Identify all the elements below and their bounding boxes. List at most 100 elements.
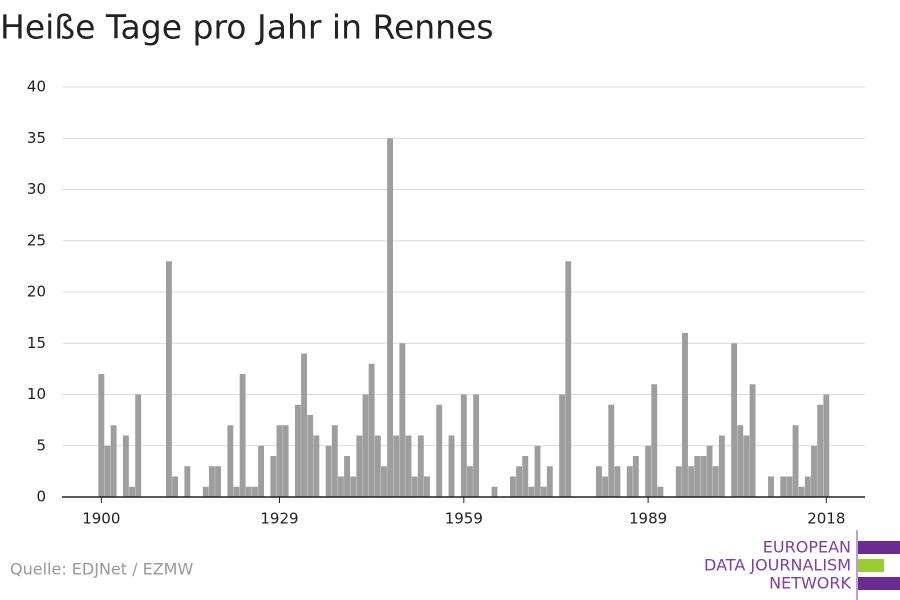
bar bbox=[374, 435, 381, 497]
bar bbox=[344, 456, 351, 497]
logo-text: NETWORK bbox=[769, 574, 851, 593]
bar bbox=[399, 343, 406, 497]
y-tick-label: 40 bbox=[27, 78, 46, 96]
bar bbox=[608, 404, 615, 497]
bar bbox=[645, 445, 652, 497]
bar bbox=[294, 404, 301, 497]
bar bbox=[104, 445, 111, 497]
bar bbox=[110, 425, 117, 497]
bar bbox=[682, 333, 688, 497]
bar bbox=[632, 456, 639, 497]
logo-bar bbox=[858, 541, 900, 554]
bar bbox=[657, 486, 664, 497]
bar bbox=[473, 394, 480, 497]
bar bbox=[215, 466, 222, 497]
bar bbox=[202, 486, 209, 497]
bar bbox=[172, 476, 178, 497]
bar bbox=[792, 425, 799, 497]
bar bbox=[743, 435, 750, 497]
bar bbox=[522, 456, 529, 497]
bar bbox=[129, 486, 135, 497]
bar bbox=[811, 445, 817, 497]
bar bbox=[350, 476, 357, 497]
bar bbox=[423, 476, 430, 497]
bar bbox=[165, 261, 172, 497]
y-tick-label: 25 bbox=[27, 231, 46, 249]
bar bbox=[516, 466, 523, 497]
bar bbox=[233, 486, 240, 497]
bar bbox=[448, 435, 455, 497]
bar bbox=[602, 476, 609, 497]
x-tick-label: 2018 bbox=[807, 510, 845, 528]
bar bbox=[135, 394, 142, 497]
bar bbox=[718, 435, 725, 497]
bar bbox=[417, 435, 424, 497]
bar bbox=[282, 425, 289, 497]
bar bbox=[245, 486, 252, 497]
bar bbox=[546, 466, 553, 497]
bar bbox=[786, 476, 793, 497]
bar bbox=[510, 476, 516, 497]
bar bbox=[817, 404, 824, 497]
bar bbox=[626, 466, 633, 497]
bar bbox=[227, 425, 234, 497]
bar bbox=[534, 445, 541, 497]
bar bbox=[651, 384, 658, 497]
bar bbox=[688, 466, 695, 497]
bar bbox=[540, 486, 547, 497]
bar bbox=[780, 476, 787, 497]
logo-text: EUROPEAN bbox=[763, 538, 851, 557]
chart-title: Heiße Tage pro Jahr in Rennes bbox=[0, 8, 494, 47]
bar bbox=[491, 486, 498, 497]
y-tick-label: 10 bbox=[27, 385, 46, 403]
bar bbox=[712, 466, 719, 497]
bar bbox=[804, 476, 811, 497]
bar bbox=[276, 425, 283, 497]
x-tick-label: 1929 bbox=[260, 510, 298, 528]
bar bbox=[614, 466, 621, 497]
bar bbox=[405, 435, 412, 497]
logo-bar bbox=[858, 577, 900, 590]
bar bbox=[331, 425, 338, 497]
bar bbox=[467, 466, 473, 497]
x-tick-label: 1959 bbox=[445, 510, 483, 528]
bar bbox=[706, 445, 713, 497]
y-tick-label: 35 bbox=[27, 129, 46, 147]
bar bbox=[380, 466, 387, 497]
logo-text: DATA JOURNALISM bbox=[704, 556, 851, 575]
bar bbox=[313, 435, 320, 497]
x-tick-label: 1989 bbox=[629, 510, 667, 528]
bar bbox=[768, 476, 774, 497]
y-tick-label: 20 bbox=[27, 283, 46, 301]
bar bbox=[301, 353, 308, 497]
y-tick-label: 0 bbox=[36, 488, 46, 506]
y-tick-label: 30 bbox=[27, 180, 46, 198]
bar bbox=[436, 404, 443, 497]
bar bbox=[258, 445, 265, 497]
bar bbox=[307, 415, 314, 497]
bar bbox=[596, 466, 602, 497]
bar bbox=[98, 374, 105, 497]
bar bbox=[270, 456, 277, 497]
bar bbox=[694, 456, 701, 497]
bar bbox=[208, 466, 215, 497]
bar bbox=[239, 374, 246, 497]
bar bbox=[393, 435, 400, 497]
bar bbox=[411, 476, 418, 497]
bar bbox=[325, 445, 332, 497]
bar bbox=[749, 384, 756, 497]
bar bbox=[460, 394, 467, 497]
bar bbox=[122, 435, 129, 497]
bar bbox=[387, 138, 394, 497]
source: Quelle: EDJNet / EZMW bbox=[10, 560, 193, 579]
bar bbox=[700, 456, 707, 497]
bar bbox=[559, 394, 566, 497]
bar bbox=[368, 363, 375, 497]
y-tick-label: 5 bbox=[36, 436, 46, 454]
bar bbox=[823, 394, 830, 497]
bar bbox=[737, 425, 744, 497]
bar bbox=[731, 343, 738, 497]
bar bbox=[356, 435, 363, 497]
bar bbox=[251, 486, 258, 497]
